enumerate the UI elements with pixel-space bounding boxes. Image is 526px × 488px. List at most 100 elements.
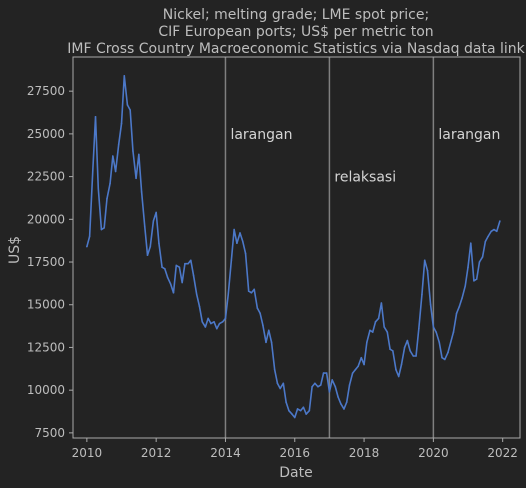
data-point: [481, 256, 484, 258]
data-point: [227, 293, 230, 296]
vline-group: [224, 57, 435, 438]
y-tick-label: 7500: [34, 426, 65, 440]
data-point: [319, 384, 322, 386]
data-point: [418, 327, 420, 330]
data-point: [126, 104, 129, 106]
data-point: [270, 341, 273, 344]
data-point: [444, 358, 446, 361]
data-point: [441, 356, 443, 359]
data-point: [201, 321, 204, 323]
data-point: [207, 317, 209, 320]
data-point: [499, 220, 501, 222]
data-point: [371, 331, 374, 333]
data-point: [334, 385, 337, 388]
y-tick-label: 17500: [27, 255, 65, 269]
data-point: [164, 268, 166, 270]
data-point: [464, 285, 467, 287]
vline-label-2: relaksasi: [334, 170, 396, 186]
data-point: [155, 211, 157, 214]
data-point: [259, 312, 261, 315]
data-point: [490, 230, 493, 233]
x-tick-label: 2018: [349, 446, 380, 460]
data-point: [198, 305, 201, 308]
x-axis-label: Date: [279, 465, 312, 481]
x-axis-ticks: 2010 2012 2014 2016 2018 2020 2022: [72, 438, 518, 460]
data-point: [447, 351, 449, 354]
data-point: [221, 321, 224, 323]
data-point: [172, 291, 175, 294]
x-tick-label: 2016: [279, 446, 310, 460]
data-point: [392, 350, 394, 352]
data-point: [363, 363, 365, 366]
data-point: [279, 387, 282, 390]
data-point: [293, 416, 296, 419]
data-point: [473, 280, 475, 282]
data-point: [308, 409, 311, 412]
data-point: [88, 235, 91, 238]
data-point: [288, 409, 290, 412]
data-point: [386, 331, 389, 333]
data-point: [146, 254, 149, 256]
data-point: [187, 262, 189, 265]
data-point: [195, 293, 198, 296]
data-point: [484, 240, 487, 243]
data-point: [380, 302, 383, 304]
data-point: [400, 363, 403, 366]
data-point: [262, 324, 264, 327]
data-point: [395, 368, 397, 371]
y-tick-label: 27500: [27, 84, 65, 98]
data-point: [94, 116, 97, 118]
data-point: [337, 396, 339, 398]
data-point: [331, 379, 333, 381]
data-point: [256, 307, 259, 309]
data-point: [366, 341, 368, 344]
data-point: [250, 291, 253, 294]
data-point: [360, 356, 363, 359]
data-point: [409, 350, 411, 352]
data-point: [412, 355, 415, 357]
data-point: [423, 259, 426, 262]
data-point: [253, 288, 256, 291]
data-point: [129, 109, 131, 111]
data-point: [103, 227, 105, 229]
y-tick-label: 20000: [27, 212, 65, 226]
y-tick-label: 12500: [27, 340, 65, 354]
data-point: [190, 259, 192, 262]
data-point: [192, 274, 195, 277]
data-point: [389, 348, 391, 350]
data-point: [426, 269, 429, 272]
data-point: [458, 305, 461, 308]
data-point: [109, 182, 111, 185]
data-point: [357, 365, 359, 368]
data-point: [340, 403, 342, 405]
data-point: [369, 329, 371, 332]
data-point: [106, 198, 108, 200]
data-point: [493, 228, 495, 231]
data-point: [475, 278, 478, 280]
data-point: [86, 245, 88, 248]
data-point: [244, 252, 247, 255]
data-point: [265, 341, 267, 344]
data-point: [348, 384, 351, 386]
data-point: [432, 326, 435, 328]
data-point: [299, 409, 302, 412]
data-point: [210, 322, 212, 325]
data-point: [114, 170, 117, 173]
plot-area: [86, 74, 501, 419]
data-point: [314, 382, 316, 385]
x-tick-label: 2010: [72, 446, 103, 460]
data-point: [97, 187, 100, 190]
data-point: [345, 401, 348, 403]
data-point: [213, 321, 215, 323]
data-point: [487, 235, 489, 238]
data-point: [175, 264, 178, 267]
data-point: [241, 240, 244, 243]
data-point: [135, 177, 137, 180]
vline-label-3: larangan: [438, 127, 500, 143]
data-point: [328, 391, 331, 393]
data-point: [343, 408, 345, 410]
data-point: [117, 143, 120, 145]
plot-frame: [72, 56, 521, 439]
data-point: [247, 290, 250, 292]
data-point: [138, 153, 140, 156]
